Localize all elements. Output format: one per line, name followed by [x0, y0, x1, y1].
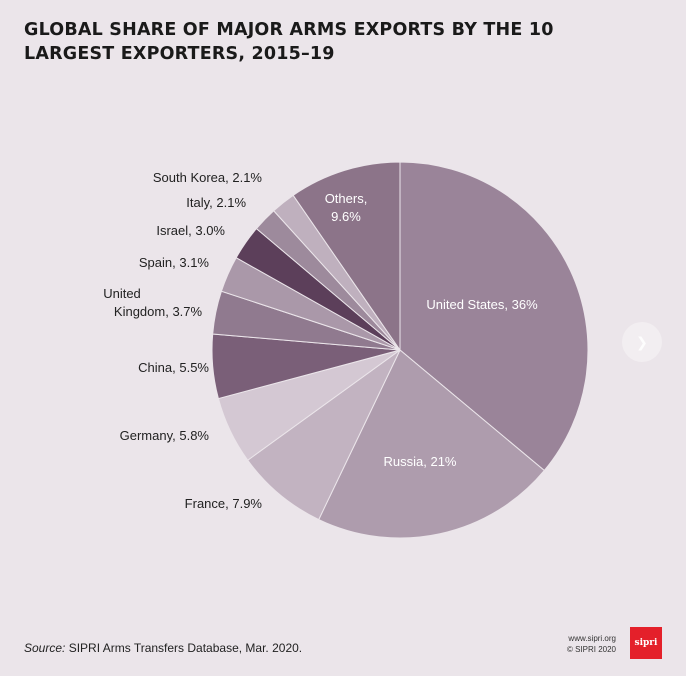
next-slide-button[interactable]: ❯ [622, 322, 662, 362]
slice-label-china: China, 5.5% [138, 360, 209, 375]
slice-label-italy: Italy, 2.1% [186, 195, 246, 210]
sipri-logo: sipri [630, 627, 662, 659]
slice-label-germany: Germany, 5.8% [120, 428, 210, 443]
chevron-right-icon: ❯ [636, 333, 648, 350]
pie-slice-united-states [399, 161, 589, 472]
chart-title: GLOBAL SHARE OF MAJOR ARMS EXPORTS BY TH… [24, 20, 554, 64]
slice-label-spain: Spain, 3.1% [139, 255, 210, 270]
pie-slice-others [292, 161, 401, 352]
pie-slices [211, 161, 589, 539]
slice-label-israel: Israel, 3.0% [156, 223, 225, 238]
source-prefix: Source: [24, 641, 66, 655]
source-note: Source: SIPRI Arms Transfers Database, M… [24, 641, 302, 655]
copyright-text: © SIPRI 2020 [566, 645, 616, 654]
pie-slice-russia [318, 349, 546, 539]
slice-label-united-kingdom: United Kingdom, 3.7% [103, 286, 202, 319]
website-link[interactable]: www.sipri.org [568, 634, 616, 643]
slice-label-france: France, 7.9% [185, 496, 263, 511]
credit-block: www.sipri.org © SIPRI 2020 [567, 633, 616, 655]
slice-label-others: Others, 9.6% [325, 191, 368, 224]
slice-labels: United States, 36% Russia, 21% France, 7.9… [103, 170, 538, 511]
slice-label-united-states: United States, 36% [426, 297, 538, 312]
pie-slice-france [247, 349, 401, 521]
slice-label-russia: Russia, 21% [384, 454, 457, 469]
slice-label-south-korea: South Korea, 2.1% [153, 170, 263, 185]
source-text: SIPRI Arms Transfers Database, Mar. 2020… [65, 641, 303, 655]
